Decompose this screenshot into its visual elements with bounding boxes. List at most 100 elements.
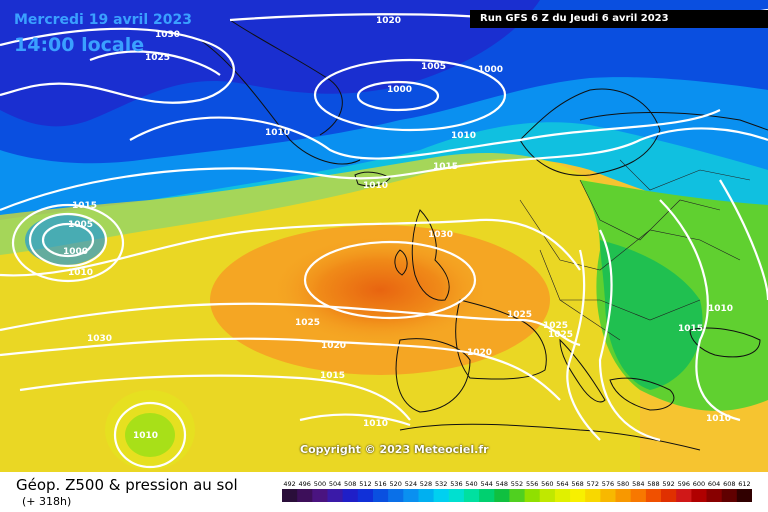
legend-tick-label: 604 [708, 480, 720, 488]
legend-swatch [585, 489, 601, 502]
isobar-label: 1015 [72, 201, 97, 211]
legend-tick-label: 580 [617, 480, 629, 488]
legend-swatch [463, 489, 480, 502]
isobar-label: 1030 [428, 230, 453, 240]
legend-tick-label: 540 [465, 480, 477, 488]
legend-swatch [342, 489, 359, 502]
z500-field-ridge-core [270, 235, 490, 345]
legend-swatch [676, 489, 692, 502]
greenland-coast [199, 39, 361, 165]
isobar [356, 80, 440, 112]
isobar [0, 27, 235, 104]
isobar-label: 1030 [87, 334, 112, 344]
isobar-label: 1000 [478, 65, 503, 75]
legend-swatch [554, 489, 571, 502]
legend-tick-label: 532 [435, 480, 447, 488]
z500-field-darkgreen [600, 240, 703, 390]
legend-tick-label: 572 [587, 480, 599, 488]
legend-swatch [479, 489, 495, 502]
isobar-label: 1010 [68, 268, 93, 278]
isobar [19, 374, 411, 421]
scandinavia-coast [519, 88, 661, 176]
legend-swatch [539, 489, 556, 502]
isobar [659, 199, 741, 422]
isobar-label: 1000 [63, 247, 88, 257]
legend-tick-label: 552 [511, 480, 523, 488]
legend-tick-label: 492 [283, 480, 295, 488]
border-line [519, 199, 741, 271]
legend-tick-label: 504 [329, 480, 341, 488]
legend-tick-label: 544 [480, 480, 492, 488]
iberia-coast [395, 338, 471, 413]
legend-tick-label: 564 [556, 480, 568, 488]
legend-swatch [373, 489, 389, 502]
legend-tick-label: 516 [374, 480, 386, 488]
legend-tick-label: 556 [526, 480, 538, 488]
isobar-label: 1010 [363, 419, 388, 429]
legend-swatch [297, 489, 313, 502]
isobar-label: 1025 [295, 318, 320, 328]
isobar-label: 1020 [321, 341, 346, 351]
legend-tick-label: 584 [632, 480, 644, 488]
isobar-label: 1025 [543, 321, 568, 331]
isobar-label: 1010 [265, 128, 290, 138]
black-sea-coast [689, 327, 761, 358]
legend-swatch [736, 489, 752, 502]
run-info-bar: Run GFS 6 Z du Jeudi 6 avril 2023 [470, 10, 768, 28]
legend-swatch [403, 489, 419, 502]
isobar [11, 203, 125, 283]
legend-tick-label: 612 [738, 480, 750, 488]
isobar-label: 1010 [451, 131, 476, 141]
isobar [598, 229, 661, 442]
legend-tick-label: 512 [359, 480, 371, 488]
isobar-label: 1015 [320, 371, 345, 381]
legend-tick-label: 592 [662, 480, 674, 488]
legend-tick-label: 500 [314, 480, 326, 488]
italy-coast [559, 338, 606, 403]
isobar [0, 218, 581, 277]
isobar [313, 58, 507, 132]
legend-swatch [312, 489, 328, 502]
isobar [566, 249, 601, 441]
legend-swatch [524, 489, 541, 502]
legend-swatch [357, 489, 374, 502]
z500-field-darkblue [0, 0, 540, 127]
border-line [560, 299, 701, 321]
isobar-label: 1020 [467, 348, 492, 358]
isobar-label: 1010 [708, 304, 733, 314]
isobar [0, 302, 581, 347]
legend-tick-label: 608 [723, 480, 735, 488]
isobar-label: 1020 [376, 16, 401, 26]
isobar-label: 1010 [363, 181, 388, 191]
forecast-date: Mercredi 19 avril 2023 [14, 12, 192, 28]
legend-swatch [691, 489, 708, 502]
legend-swatch [388, 489, 404, 502]
lead-time: (+ 318h) [22, 495, 72, 508]
legend-tick-label: 524 [405, 480, 417, 488]
isobar [113, 401, 187, 469]
legend-tick-label: 520 [389, 480, 401, 488]
legend-swatch [615, 489, 632, 502]
legend-tick-label: 496 [298, 480, 310, 488]
forecast-local-time: 14:00 locale [14, 34, 145, 56]
legend-tick-label: 596 [678, 480, 690, 488]
isobar [41, 222, 95, 258]
isobar-label: 1030 [155, 30, 180, 40]
isobar [303, 240, 477, 320]
legend-tick-label: 548 [496, 480, 508, 488]
legend-swatch [645, 489, 662, 502]
isobar-labels: 1030 1025 1020 1000 1005 1000 1010 1010 … [63, 16, 733, 441]
isobar-label: 1010 [133, 431, 158, 441]
legend-swatch [600, 489, 617, 502]
isobar [89, 50, 221, 76]
isobar [0, 337, 561, 401]
france-coast [455, 299, 547, 380]
isobar-label: 1010 [706, 414, 731, 424]
legend-swatch [570, 489, 586, 502]
legend-swatch [327, 489, 344, 502]
legend-swatch [433, 489, 450, 502]
isobar [28, 212, 108, 268]
legend-swatch [661, 489, 677, 502]
legend-swatch [509, 489, 526, 502]
